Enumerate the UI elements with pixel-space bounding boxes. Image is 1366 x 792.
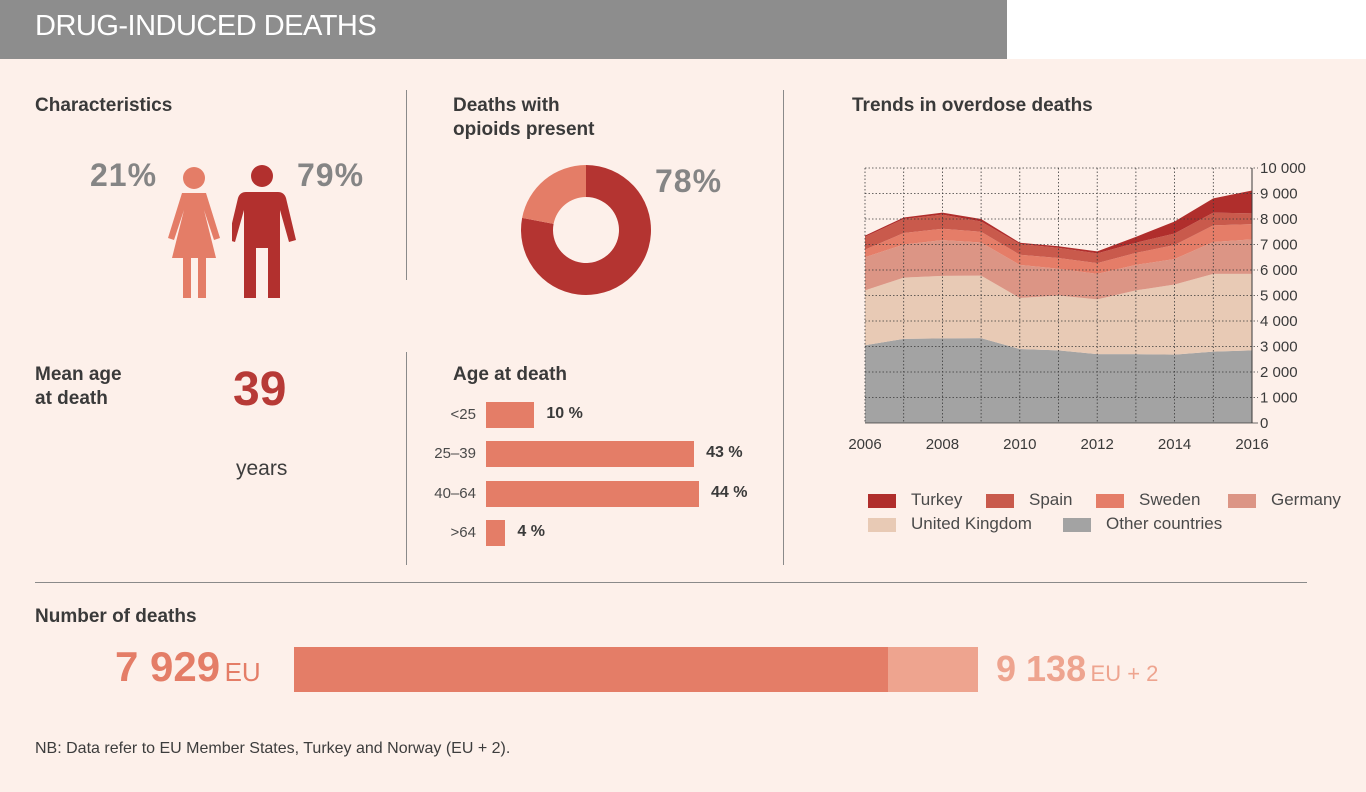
y-tick-label: 1 000	[1260, 390, 1298, 407]
trends-title: Trends in overdose deaths	[852, 95, 1093, 116]
age-bar-label: >64	[450, 524, 476, 541]
age-bar-value: 10 %	[546, 405, 583, 422]
opioids-title-line2: opioids present	[453, 119, 595, 140]
legend-swatch	[1063, 518, 1091, 532]
legend-swatch	[986, 494, 1014, 508]
area-layer-turkey	[865, 190, 1252, 254]
legend-label: Sweden	[1139, 490, 1201, 509]
mean-age-value: 39	[233, 363, 287, 416]
male-icon	[232, 165, 296, 298]
legend-swatch	[868, 494, 896, 508]
x-tick-label: 2014	[1158, 436, 1191, 453]
male-percentage: 79%	[297, 157, 365, 193]
area-layer-spain	[865, 212, 1252, 264]
x-tick-label: 2012	[1081, 436, 1114, 453]
age-bar-label: 40–64	[434, 485, 476, 502]
y-tick-label: 9 000	[1260, 186, 1298, 203]
y-tick-label: 2 000	[1260, 364, 1298, 381]
age-bar-label: <25	[450, 406, 476, 423]
opioids-donut-chart	[521, 165, 651, 295]
female-percentage: 21%	[90, 157, 158, 193]
legend-label: Other countries	[1106, 514, 1223, 533]
footnote: NB: Data refer to EU Member States, Turk…	[35, 740, 511, 757]
legend-label: United Kingdom	[911, 514, 1032, 533]
divider-vertical-3	[783, 90, 784, 565]
y-tick-label: 5 000	[1260, 288, 1298, 305]
eu2-deaths-value: 9 138	[996, 648, 1087, 689]
x-tick-label: 2016	[1235, 436, 1268, 453]
area-layer-other-countries	[865, 338, 1252, 423]
age-bar	[486, 402, 535, 428]
legend-label: Turkey	[911, 490, 963, 509]
eu-deaths-value: 7 929	[115, 643, 221, 690]
legend-label: Spain	[1029, 490, 1073, 509]
deaths-bar-eu2-extra	[887, 647, 978, 692]
opioids-title: Deaths with opioids present	[453, 94, 594, 142]
x-tick-label: 2008	[926, 436, 959, 453]
deaths-bar-eu	[294, 647, 888, 692]
mean-age-title-line1: Mean age	[35, 364, 122, 385]
eu-deaths-label: EU	[224, 657, 261, 687]
age-bar	[486, 520, 506, 546]
page-title: DRUG-INDUCED DEATHS	[0, 0, 1007, 59]
mean-age-unit: years	[236, 457, 288, 480]
number-of-deaths-title: Number of deaths	[35, 606, 197, 627]
female-icon	[168, 167, 220, 298]
trends-area-chart: 0 1 000 2 000 3 000 4 000 5 000 6 000 7 000 8 00…	[848, 160, 1306, 453]
age-bar	[486, 481, 699, 507]
y-tick-label: 7 000	[1260, 237, 1298, 254]
y-tick-label: 10 000	[1260, 160, 1306, 177]
y-tick-label: 8 000	[1260, 211, 1298, 228]
mean-age-title-line2: at death	[35, 388, 108, 409]
eu2-deaths-label: EU + 2	[1090, 661, 1159, 686]
area-layer-germany	[865, 239, 1252, 300]
eu2-deaths-total: 9 138 EU + 2	[996, 648, 1158, 690]
y-tick-label: 3 000	[1260, 339, 1298, 356]
age-chart-title: Age at death	[453, 364, 568, 385]
opioids-percentage: 78%	[655, 163, 723, 199]
area-layer-sweden	[865, 224, 1252, 274]
divider-vertical-1	[406, 90, 407, 280]
y-tick-label: 4 000	[1260, 313, 1298, 330]
characteristics-title: Characteristics	[35, 95, 173, 116]
y-tick-label: 0	[1260, 415, 1268, 432]
opioids-title-line1: Deaths with	[453, 95, 560, 116]
x-tick-label: 2006	[848, 436, 881, 453]
legend-swatch	[1096, 494, 1124, 508]
age-bar-value: 43 %	[706, 444, 743, 461]
area-layer-united-kingdom	[865, 273, 1252, 355]
mean-age-title: Mean age at death	[35, 363, 122, 411]
legend-label: Germany	[1271, 490, 1341, 509]
age-bar-value: 44 %	[711, 484, 748, 501]
divider-horizontal	[35, 582, 1307, 583]
eu-deaths-total: 7 929 EU	[115, 643, 261, 691]
donut-slice-0	[521, 165, 651, 295]
x-tick-label: 2010	[1003, 436, 1036, 453]
age-bar-value: 4 %	[517, 523, 545, 540]
legend-swatch	[1228, 494, 1256, 508]
y-tick-label: 6 000	[1260, 262, 1298, 279]
legend-swatch	[868, 518, 896, 532]
age-bar-label: 25–39	[434, 445, 476, 462]
donut-slice-1	[522, 165, 586, 224]
age-bar	[486, 441, 695, 467]
divider-vertical-2	[406, 352, 407, 565]
